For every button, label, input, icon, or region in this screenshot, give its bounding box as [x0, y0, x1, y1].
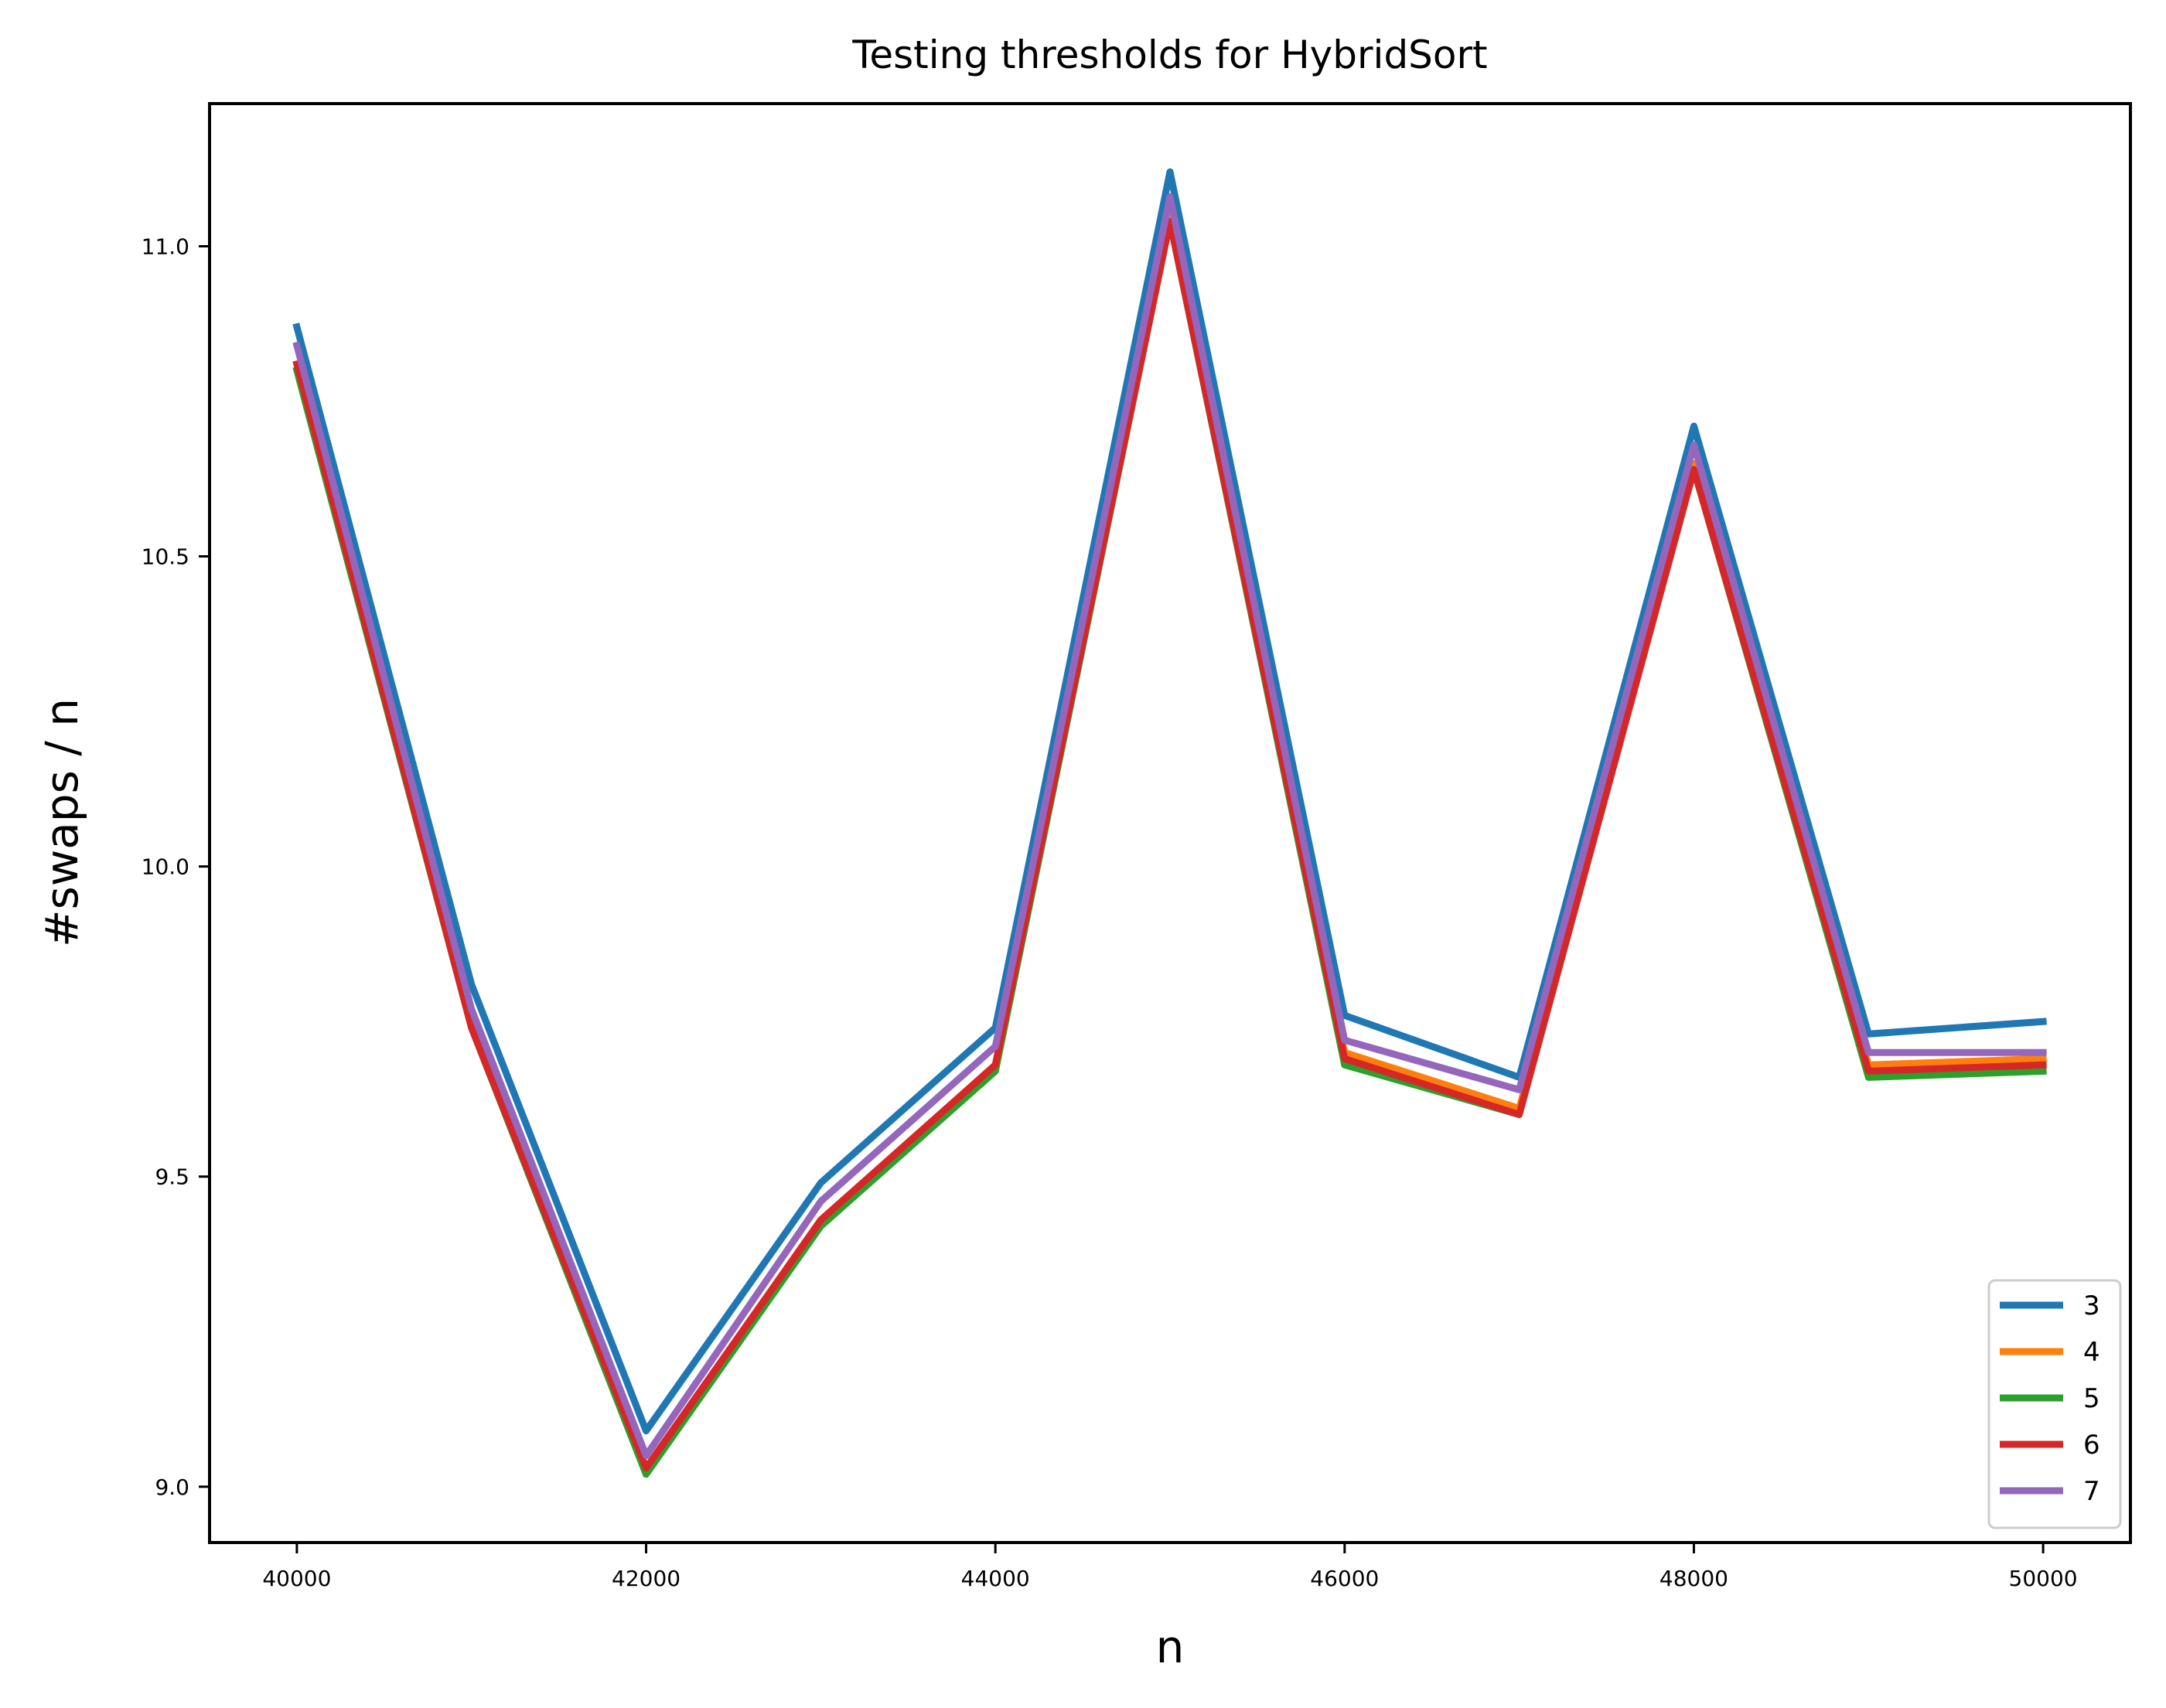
legend-label: 4 [2083, 1337, 2100, 1368]
y-tick-label: 9.5 [155, 1164, 189, 1190]
y-tick-label: 9.0 [155, 1474, 189, 1500]
legend: 3 4 5 6 7 [1987, 1279, 2122, 1529]
x-tick-label: 40000 [262, 1566, 331, 1591]
x-axis: 40000 42000 44000 46000 48000 50000 [262, 1543, 2078, 1591]
y-tick-label: 11.0 [142, 234, 189, 259]
y-axis-label: #swaps / n [36, 698, 88, 947]
legend-label: 3 [2083, 1290, 2100, 1321]
legend-box [1987, 1279, 2122, 1529]
series-line-3 [292, 168, 2047, 1435]
series-line-7 [292, 193, 2047, 1460]
series-line-6 [292, 217, 2047, 1472]
x-tick-label: 42000 [612, 1566, 680, 1591]
y-axis: 9.0 9.5 10.0 10.5 11.0 [142, 234, 210, 1500]
y-tick-label: 10.5 [142, 544, 189, 570]
x-tick-label: 48000 [1659, 1566, 1728, 1591]
x-tick-label: 46000 [1310, 1566, 1379, 1591]
legend-label: 7 [2083, 1476, 2100, 1507]
x-axis-label: n [1156, 1621, 1185, 1673]
plot-frame [208, 102, 2132, 1544]
chart-title: Testing thresholds for HybridSort [851, 32, 1487, 77]
x-tick-label: 44000 [961, 1566, 1030, 1591]
x-tick-label: 50000 [2009, 1566, 2078, 1591]
y-tick-label: 10.0 [142, 854, 189, 880]
plot-area [292, 168, 2047, 1478]
legend-label: 6 [2083, 1430, 2100, 1461]
legend-label: 5 [2083, 1383, 2100, 1414]
